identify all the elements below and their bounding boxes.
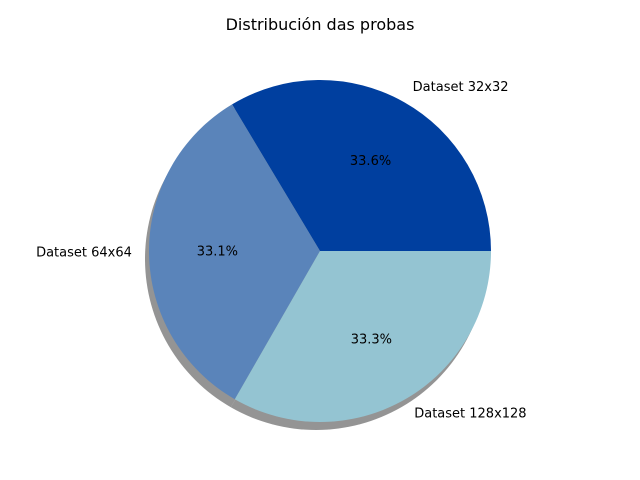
slice-label-0: Dataset 32x32: [413, 80, 509, 95]
pie-slice-dataset-32x32: [232, 79, 492, 251]
slice-label-1: Dataset 64x64: [36, 245, 132, 260]
slice-percent-label-0: 33.6%: [350, 154, 391, 169]
pie-labels: Dataset 32x32 33.6% Dataset 64x64 33.1% Data…: [36, 80, 527, 421]
pie-slice-dataset-64x64: [148, 104, 320, 400]
slice-label-2: Dataset 128x128: [414, 406, 526, 421]
slice-percent-label-2: 33.3%: [351, 332, 392, 347]
pie-slices: [148, 79, 492, 422]
chart-title: Distribución das probas: [226, 15, 415, 34]
pie-slice-dataset-128x128: [234, 251, 491, 422]
slice-percent-label-1: 33.1%: [197, 244, 238, 259]
